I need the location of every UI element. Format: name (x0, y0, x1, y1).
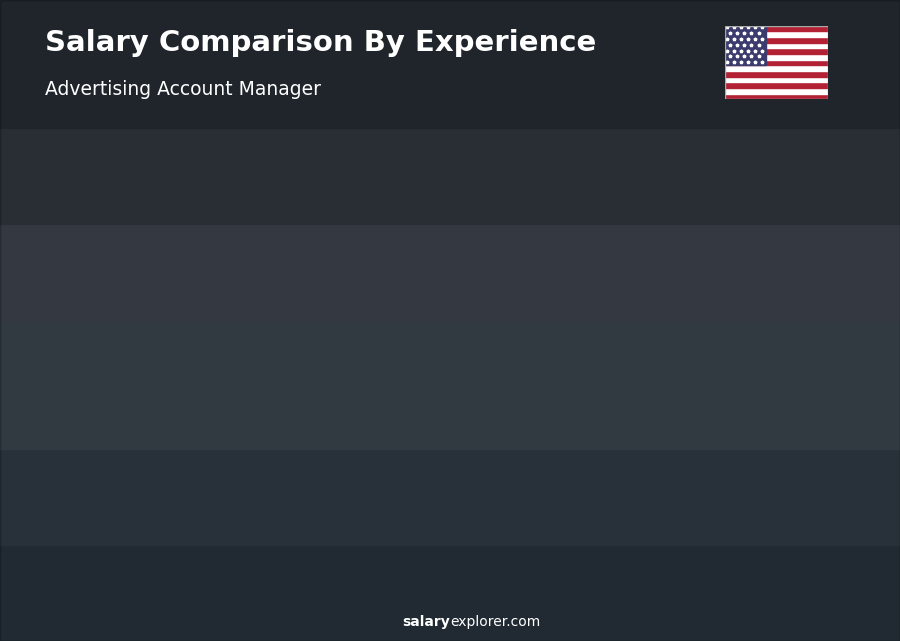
Bar (724, 65, 828, 71)
Text: +42%: +42% (148, 254, 198, 269)
Bar (0, 0, 900, 128)
Text: 114,000 USD: 114,000 USD (305, 281, 382, 295)
Text: salary: salary (402, 615, 450, 629)
Text: +23%: +23% (392, 101, 441, 115)
Text: 140,000 USD: 140,000 USD (439, 207, 517, 220)
Text: 163,000 USD: 163,000 USD (778, 85, 856, 98)
Bar (319, 247, 382, 574)
Bar (684, 107, 691, 574)
Text: explorer.com: explorer.com (450, 615, 540, 629)
Text: +31%: +31% (270, 175, 320, 190)
Bar (724, 94, 828, 99)
Bar (0, 545, 900, 641)
Bar (562, 147, 570, 574)
Bar (724, 37, 828, 43)
Bar (724, 60, 828, 65)
Polygon shape (626, 147, 636, 574)
Bar (0, 128, 900, 224)
Text: Advertising Account Manager: Advertising Account Manager (45, 80, 321, 99)
Bar (724, 43, 828, 48)
Text: +10%: +10% (635, 35, 685, 49)
Bar (724, 26, 766, 65)
Bar (724, 26, 828, 31)
Bar (562, 147, 626, 574)
Bar (684, 107, 747, 574)
Text: Salary Comparison By Experience: Salary Comparison By Experience (45, 29, 596, 57)
Polygon shape (260, 326, 271, 574)
Bar (0, 224, 900, 320)
Bar (319, 247, 326, 574)
Polygon shape (382, 247, 393, 574)
Bar (196, 326, 204, 574)
Polygon shape (747, 107, 759, 574)
Bar (724, 48, 828, 54)
Text: Average Yearly Salary: Average Yearly Salary (812, 242, 823, 347)
Bar (724, 54, 828, 60)
Text: 149,000 USD: 149,000 USD (648, 126, 725, 138)
Bar (75, 399, 138, 574)
Bar (724, 77, 828, 82)
Polygon shape (503, 172, 515, 574)
Polygon shape (138, 399, 149, 574)
Bar (440, 172, 503, 574)
Bar (724, 88, 828, 94)
Text: 61,000 USD: 61,000 USD (40, 378, 109, 391)
Bar (724, 31, 828, 37)
Text: 86,500 USD: 86,500 USD (185, 304, 255, 317)
Bar (724, 71, 828, 77)
Bar (0, 320, 900, 449)
Text: +6%: +6% (519, 74, 558, 90)
Bar (724, 82, 828, 88)
Bar (440, 172, 447, 574)
Bar (75, 399, 82, 574)
Bar (196, 326, 260, 574)
Bar (0, 449, 900, 545)
